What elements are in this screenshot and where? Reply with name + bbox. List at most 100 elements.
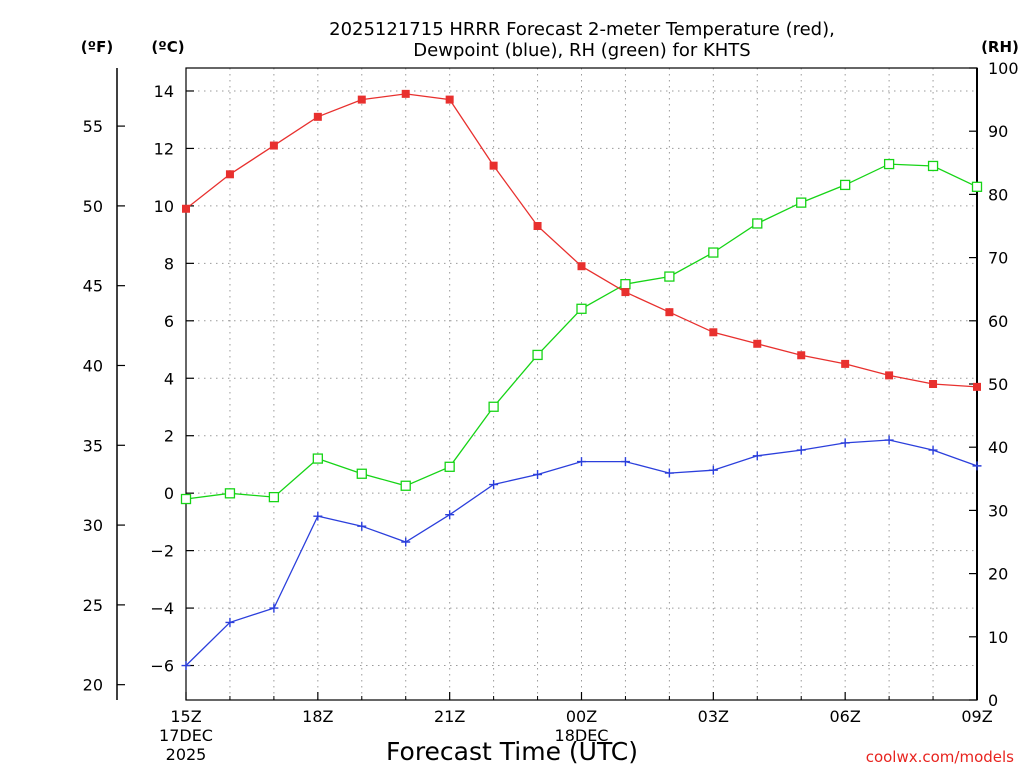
dewpoint-point: [313, 511, 323, 521]
rh-point: [400, 480, 411, 491]
rh-tick-label: 90: [988, 122, 1008, 141]
time-tick-label: 03Z: [698, 707, 729, 726]
rh-tick-label: 30: [988, 501, 1008, 520]
temperature-point: [709, 328, 718, 337]
dewpoint-point: [840, 438, 850, 448]
rh-point: [752, 218, 763, 229]
rh-series: [180, 158, 983, 505]
rh-unit-label: (RH): [981, 38, 1019, 56]
dewpoint-point: [664, 468, 674, 478]
temperature-point: [269, 141, 278, 150]
time-tick-date: 18DEC: [555, 726, 609, 745]
dewpoint-point: [884, 435, 894, 445]
temperature-point: [841, 359, 850, 368]
temperature-point: [357, 95, 366, 104]
rh-tick-label: 40: [988, 438, 1008, 457]
celsius-tick-label: 10: [154, 197, 174, 216]
temperature-point: [577, 262, 586, 271]
credit-text: coolwx.com/models: [866, 748, 1014, 766]
dewpoint-point: [401, 537, 411, 547]
temperature-point: [973, 382, 981, 391]
rh-tick-label: 0: [988, 691, 998, 710]
fahrenheit-tick-label: 30: [83, 516, 103, 535]
rh-point: [488, 401, 499, 412]
rh-point: [312, 453, 323, 464]
chart-subtitle: Dewpoint (blue), RH (green) for KHTS: [413, 40, 750, 61]
temperature-point: [401, 89, 410, 98]
temperature-line: [185, 93, 978, 388]
rh-tick-label: 70: [988, 249, 1008, 268]
dewpoint-point: [489, 480, 499, 490]
celsius-tick-label: 0: [164, 484, 174, 503]
dewpoint-point: [796, 445, 806, 455]
celsius-tick-label: 8: [164, 254, 174, 273]
temperature-point: [753, 339, 762, 348]
time-tick-label: 06Z: [830, 707, 861, 726]
dewpoint-point: [445, 510, 455, 520]
dewpoint-point: [357, 521, 367, 531]
celsius-tick-label: 14: [154, 82, 174, 101]
temperature-point: [313, 112, 322, 121]
dewpoint-point: [269, 603, 279, 613]
celsius-tick-label: −2: [150, 542, 174, 561]
dewpoint-series: [181, 435, 982, 671]
dewpoint-point: [181, 661, 191, 671]
temperature-point: [489, 161, 498, 170]
rh-point: [620, 278, 631, 290]
temperature-series: [182, 89, 981, 391]
celsius-tick-label: 6: [164, 312, 174, 331]
rh-line: [185, 163, 978, 500]
celsius-tick-label: −4: [150, 599, 174, 618]
temperature-point: [885, 371, 894, 380]
dewpoint-point: [708, 465, 718, 475]
rh-tick-label: 20: [988, 565, 1008, 584]
dewpoint-point: [620, 457, 630, 467]
temperature-point: [445, 95, 454, 104]
time-tick-label: 00Z: [566, 707, 597, 726]
rh-tick-label: 10: [988, 628, 1008, 647]
plot-area-frame: [185, 67, 978, 701]
rh-point: [708, 247, 719, 258]
temperature-point: [225, 170, 234, 179]
rh-point: [796, 197, 807, 208]
rh-point: [840, 179, 851, 191]
rh-tick-label: 60: [988, 312, 1008, 331]
celsius-unit-label: (ºC): [151, 38, 184, 56]
x-axis-title: Forecast Time (UTC): [386, 737, 638, 766]
celsius-tick-label: −6: [150, 657, 174, 676]
dewpoint-point: [972, 461, 982, 471]
fahrenheit-axis: 20 25 30 35 40 45 50 55: [83, 117, 125, 695]
fahrenheit-tick-label: 25: [83, 596, 103, 615]
fahrenheit-unit-label: (ºF): [81, 38, 113, 56]
time-tick-label: 15Z: [170, 707, 201, 726]
temperature-point: [797, 351, 806, 360]
time-tick-label: 21Z: [434, 707, 465, 726]
fahrenheit-tick-label: 20: [83, 676, 103, 695]
rh-point: [883, 158, 895, 170]
fahrenheit-tick-label: 50: [83, 197, 103, 216]
grid-lines: [186, 68, 977, 700]
rh-tick-label: 50: [988, 375, 1008, 394]
temperature-point: [929, 380, 938, 388]
rh-point: [268, 491, 280, 503]
rh-point: [664, 271, 675, 282]
temperature-point: [621, 288, 630, 297]
rh-axis: 0 10 20 30 40 50 60 70 80 90 100: [969, 59, 1019, 710]
dewpoint-point: [752, 451, 762, 461]
rh-tick-label: 100: [988, 59, 1019, 78]
rh-point: [576, 303, 587, 314]
celsius-axis: −6 −4 −2 0 2 4 6 8 10 12 14: [150, 82, 194, 676]
fahrenheit-tick-label: 35: [83, 436, 103, 455]
temperature-point: [182, 204, 190, 213]
rh-tick-label: 80: [988, 185, 1008, 204]
fahrenheit-tick-label: 45: [83, 277, 103, 296]
rh-point: [180, 493, 192, 505]
celsius-tick-label: 4: [164, 369, 174, 388]
chart-title: 2025121715 HRRR Forecast 2-meter Tempera…: [329, 19, 835, 40]
time-tick-date: 17DEC: [159, 726, 213, 745]
dewpoint-line: [185, 439, 978, 666]
fahrenheit-tick-label: 40: [83, 356, 103, 375]
temperature-point: [533, 222, 542, 230]
